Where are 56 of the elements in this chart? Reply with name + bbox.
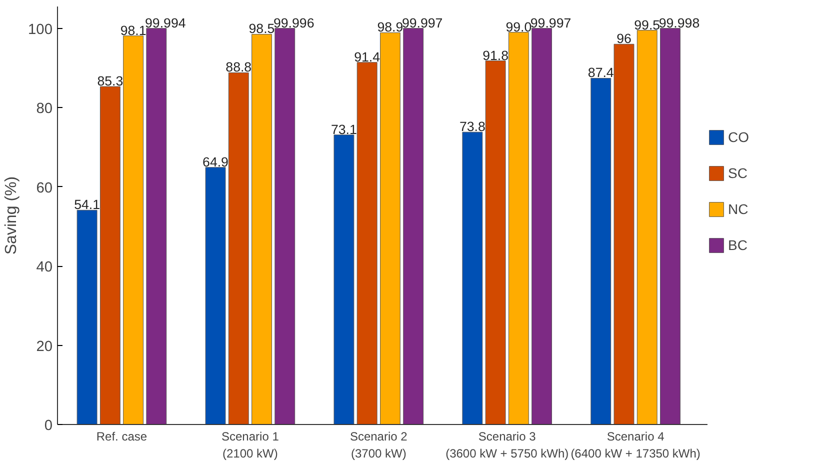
legend-label: SC bbox=[728, 165, 748, 181]
y-tick-label: 40 bbox=[36, 260, 53, 276]
data-label: 54.1 bbox=[74, 197, 100, 212]
bar bbox=[614, 44, 634, 424]
x-tick-label: Scenario 3 (3600 kW + 5750 kWh) bbox=[446, 430, 569, 460]
data-label: 96 bbox=[616, 31, 632, 46]
data-label: 98.5 bbox=[248, 21, 275, 36]
x-tick-label: Scenario 1 (2100 kW) bbox=[222, 430, 280, 460]
bar bbox=[380, 32, 400, 424]
bar bbox=[100, 86, 120, 424]
data-label: 73.8 bbox=[459, 119, 486, 134]
legend-label: CO bbox=[728, 129, 749, 145]
bar bbox=[508, 32, 529, 424]
data-label: 91.4 bbox=[354, 49, 381, 64]
data-label: 99.998 bbox=[658, 15, 700, 30]
x-tick-label: Ref. case bbox=[96, 430, 148, 444]
data-label: 85.3 bbox=[97, 74, 124, 89]
bar bbox=[485, 60, 506, 424]
data-label: 99.994 bbox=[145, 15, 186, 30]
bar bbox=[76, 210, 98, 424]
y-tick-label: 60 bbox=[36, 180, 53, 196]
data-label: 73.1 bbox=[330, 122, 357, 137]
data-label: 99.997 bbox=[530, 15, 572, 30]
legend-label: NC bbox=[728, 201, 748, 217]
bar bbox=[123, 36, 144, 424]
y-tick-label: 20 bbox=[36, 338, 53, 355]
data-label: 99.997 bbox=[402, 15, 443, 30]
bar bbox=[274, 28, 296, 424]
data-label: 98.9 bbox=[377, 20, 404, 35]
bar bbox=[462, 132, 483, 424]
data-label: 98.1 bbox=[120, 22, 146, 38]
x-tick-label: Scenario 4 (6400 kW + 17350 kWh) bbox=[570, 430, 700, 460]
bar bbox=[636, 30, 658, 424]
legend-label: BC bbox=[728, 237, 748, 253]
y-axis-title: Saving (%) bbox=[3, 176, 20, 255]
y-tick-label: 80 bbox=[36, 101, 53, 118]
bar bbox=[252, 34, 272, 424]
data-label: 99.996 bbox=[273, 15, 314, 30]
bar bbox=[403, 28, 424, 424]
data-label: 99.0 bbox=[506, 19, 532, 34]
data-label: 99.5 bbox=[634, 17, 660, 32]
data-label: 64.9 bbox=[202, 154, 228, 170]
data-label: 91.8 bbox=[482, 48, 509, 63]
bar bbox=[660, 28, 680, 424]
x-tick-label: Scenario 2 (3700 kW) bbox=[350, 430, 408, 460]
data-label: 88.8 bbox=[226, 60, 252, 75]
bar bbox=[334, 134, 354, 424]
bar bbox=[228, 72, 249, 424]
bar bbox=[590, 78, 612, 424]
bar bbox=[146, 28, 167, 424]
bar bbox=[205, 167, 226, 424]
y-tick-label: 100 bbox=[28, 22, 53, 38]
data-label: 87.4 bbox=[588, 65, 614, 80]
y-tick-label: 0 bbox=[44, 418, 53, 434]
bar bbox=[532, 28, 552, 424]
bar bbox=[356, 62, 378, 424]
